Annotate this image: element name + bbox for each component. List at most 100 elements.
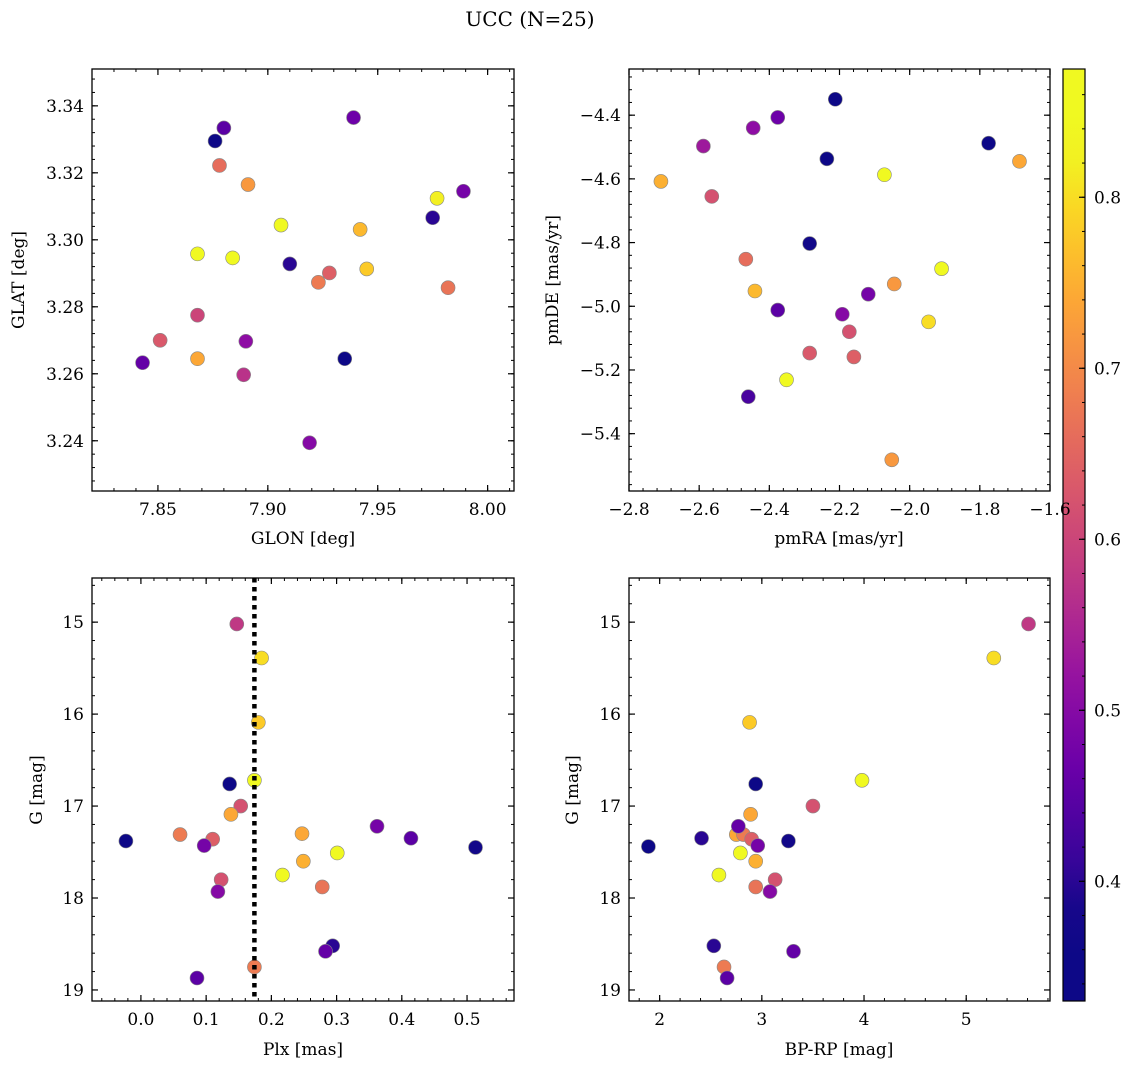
x-tick-label: 3 [756,1010,767,1030]
scatter-point [189,970,205,986]
y-tick-label: 15 [599,613,621,633]
scatter-point [236,367,251,383]
colorbar-tick-label: 0.4 [1094,872,1121,892]
scatter-point [706,938,722,954]
y-tick-label: −4.8 [580,234,621,254]
x-tick-label: 7.95 [359,500,397,520]
scatter-point [238,333,254,349]
axes-frame [628,577,1051,1002]
x-tick-label: −2.8 [608,500,649,520]
y-tick-label: −5.4 [580,425,621,445]
panel-plx-g-xlabel: Plx [mas] [263,1040,343,1060]
y-tick-label: −5.2 [580,361,621,381]
y-tick-label: 17 [62,797,84,817]
scatter-point [738,251,754,267]
y-tick-label: 19 [599,981,621,1001]
scatter-point [190,351,205,367]
x-tick-label: −2.2 [819,500,860,520]
scatter-point [641,839,656,854]
scatter-point [819,151,835,167]
scatter-point [805,798,821,814]
scatter-point [742,715,757,730]
scatter-point [747,283,763,299]
panel-bprp-g-xlabel: BP-RP [mag] [785,1040,894,1060]
scatter-point [921,314,936,330]
scatter-point [282,256,298,272]
scatter-point [190,307,205,323]
y-tick-label: 3.28 [46,298,84,318]
scatter-point [296,853,311,869]
colorbar [1062,68,1086,1002]
y-tick-label: −5.0 [580,297,621,317]
scatter-point [403,830,419,846]
x-tick-label: 0.3 [323,1010,350,1030]
scatter-point [770,302,786,318]
scatter-point [711,867,727,883]
scatter-point [440,280,456,296]
panel-plx-g-plot: 0.0 0.1 0.2 0.3 0.4 0.5 15 16 17 18 19 [62,577,515,1030]
scatter-point [273,217,289,233]
scatter-point [1021,616,1036,632]
y-tick-label: 3.32 [46,164,84,184]
panel-pmra-pmde: pmRA [mas/yr] pmDE [mas/yr] [543,215,904,549]
panel-plx-g: Plx [mas] G [mag] [27,755,343,1060]
scatter-point [743,807,758,822]
y-tick-label: 3.34 [46,97,84,117]
y-tick-label: 3.30 [46,231,84,251]
scatter-point [762,884,778,899]
panel-bprp-g: BP-RP [mag] G [mag] [563,755,893,1060]
x-tick-label: 2 [654,1010,665,1030]
scatter-point [740,389,756,405]
scatter-point [694,830,709,846]
scatter-point [196,838,212,853]
scatter-point [981,135,996,151]
x-tick-label: 0.2 [258,1010,285,1030]
scatter-point [318,944,333,959]
colorbar-tick-label: 0.7 [1094,359,1121,379]
scatter-point [229,616,245,632]
scatter-point [322,265,337,281]
scatter-point [770,110,786,125]
scatter-point [210,884,226,899]
scatter-point [884,452,900,468]
y-tick-label: 3.26 [46,365,84,385]
panel-pmra-pmde-xlabel: pmRA [mas/yr] [774,529,903,549]
scatter-point [302,435,317,451]
y-tick-label: 19 [62,981,84,1001]
x-tick-label: 8.00 [469,500,507,520]
panel-glon-glat-plot: 7.85 7.90 7.95 8.00 3.24 3.26 3.28 3.30 3.32 3.34 [46,68,515,520]
scatter-point [733,845,748,861]
scatter-point [233,798,249,814]
axes-frame [91,577,515,1002]
panel-glon-glat-xlabel: GLON [deg] [251,529,355,549]
scatter-point [152,332,168,348]
scatter-point [886,276,902,292]
scatter-point [359,261,375,277]
panel-plx-g-ylabel: G [mag] [27,755,47,824]
panel-glon-glat-ylabel: GLAT [deg] [9,231,29,329]
scatter-point [877,167,892,183]
scatter-point [135,355,150,371]
scatter-point [835,306,850,322]
axes-frame [628,68,1051,492]
scatter-point [653,174,669,189]
scatter-point [425,210,440,226]
x-tick-label: 0.1 [193,1010,220,1030]
colorbar-tick-label: 0.5 [1094,701,1121,721]
scatter-point [748,776,764,792]
scatter-point [223,807,239,822]
scatter-point [781,833,796,849]
colorbar-axis: 0.4 0.5 0.6 0.7 0.8 [1079,94,1121,985]
panel-pmra-pmde-plot: −2.8 −2.6 −2.4 −2.2 −2.0 −1.8 −1.6 −5.4 −5.2 −5.0… [580,68,1071,520]
scatter-point [731,818,746,834]
scatter-point [311,275,326,290]
scatter-point [1012,154,1027,169]
scatter-point [786,944,801,959]
scatter-point [854,773,870,788]
scatter-point [254,650,269,666]
scatter-point [745,120,761,136]
scatter-point [827,91,843,107]
scatter-point [222,776,237,792]
scatter-point [207,133,223,149]
